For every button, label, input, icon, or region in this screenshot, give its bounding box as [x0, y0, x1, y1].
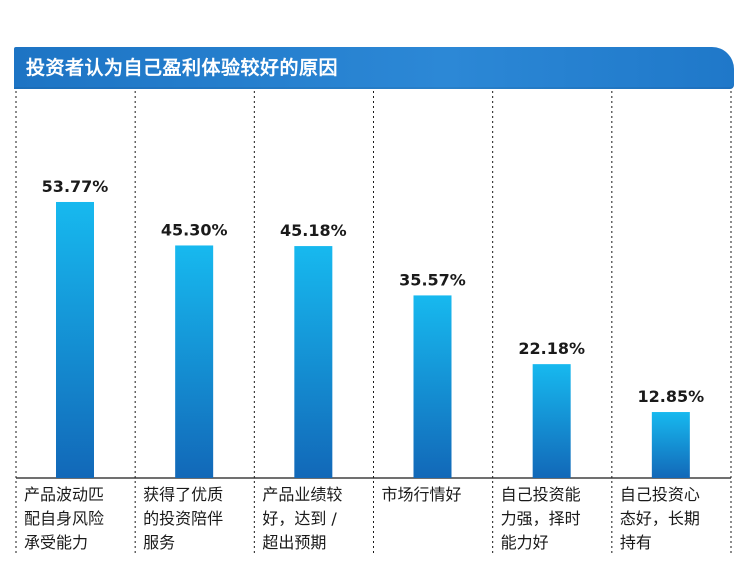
category-label: 市场行情好 [382, 485, 462, 504]
bar [413, 295, 452, 478]
chart-title-bar: 投资者认为自己盈利体验较好的原因 [14, 47, 734, 89]
category-label: 自己投资能力强，择时能力好 [501, 485, 581, 552]
bar-value-label: 45.18% [280, 221, 347, 240]
category-label: 产品波动匹配自身风险承受能力 [24, 485, 104, 552]
bar-value-label: 12.85% [638, 387, 705, 406]
category-label: 自己投资心态好，长期持有 [620, 485, 700, 552]
category-label: 产品业绩较好，达到 /超出预期 [262, 485, 342, 552]
bar [175, 245, 214, 478]
bar-value-label: 45.30% [161, 220, 228, 239]
bar [651, 412, 690, 478]
bar [56, 201, 94, 479]
bar-value-label: 35.57% [399, 270, 466, 289]
bar [294, 246, 333, 478]
bar [532, 364, 571, 478]
bar-value-label: 53.77% [42, 177, 109, 196]
category-label: 获得了优质的投资陪伴服务 [143, 485, 223, 552]
chart-title: 投资者认为自己盈利体验较好的原因 [26, 57, 339, 79]
bar-value-label: 22.18% [518, 339, 585, 358]
